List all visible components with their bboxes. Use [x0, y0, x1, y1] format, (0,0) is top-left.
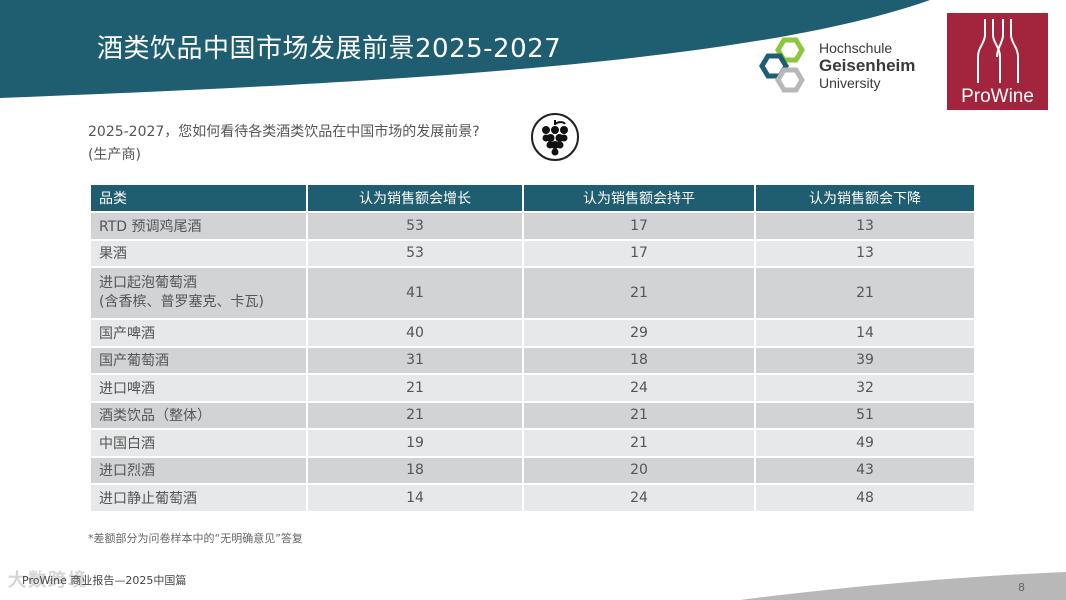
grow-cell: 19 [307, 428, 524, 457]
table-row: 国产葡萄酒 31 18 39 [91, 345, 974, 374]
grow-cell: 41 [307, 266, 524, 319]
grow-cell: 53 [307, 238, 524, 267]
survey-question: 2025-2027，您如何看待各类酒类饮品在中国市场的发展前景? (生产商) [88, 121, 480, 167]
table-row: 酒类饮品（整体） 21 21 51 [91, 400, 974, 429]
table-row: 进口静止葡萄酒 14 24 48 [91, 483, 974, 511]
table-row: 进口烈酒 18 20 43 [91, 455, 974, 484]
question-text: 2025-2027，您如何看待各类酒类饮品在中国市场的发展前景? [88, 124, 480, 140]
grow-cell: 14 [307, 483, 524, 511]
university-name-line2: Geisenheim [819, 56, 916, 75]
decline-cell: 13 [755, 211, 974, 240]
table-row: RTD 预调鸡尾酒 53 17 13 [91, 211, 974, 240]
decline-cell: 48 [755, 483, 974, 511]
flat-cell: 24 [523, 483, 756, 511]
respondent-group: (生产商) [88, 147, 141, 163]
flat-cell: 21 [523, 266, 756, 319]
page-title: 酒类饮品中国市场发展前景2025-2027 [97, 34, 562, 64]
university-name-line1: Hochschule [819, 40, 893, 56]
category-cell: 进口静止葡萄酒 [91, 483, 308, 511]
flat-cell: 18 [523, 345, 756, 374]
flat-cell: 20 [523, 455, 756, 484]
category-cell: 国产葡萄酒 [91, 345, 308, 374]
column-header-grow: 认为销售额会增长 [307, 185, 524, 212]
column-header-flat: 认为销售额会持平 [523, 185, 756, 212]
header-band [0, 0, 930, 98]
decline-cell: 13 [755, 238, 974, 267]
decline-cell: 49 [755, 428, 974, 457]
grape-bunch-icon [531, 113, 579, 161]
grow-cell: 21 [307, 400, 524, 429]
category-cell: RTD 预调鸡尾酒 [91, 211, 308, 240]
grow-cell: 18 [307, 455, 524, 484]
grow-cell: 31 [307, 345, 524, 374]
category-cell: 进口起泡葡萄酒 (含香槟、普罗塞克、卡瓦) [91, 266, 308, 319]
flat-cell: 21 [523, 428, 756, 457]
grow-cell: 40 [307, 318, 524, 347]
decline-cell: 39 [755, 345, 974, 374]
category-line2: (含香槟、普罗塞克、卡瓦) [99, 294, 264, 310]
bottom-swoosh [740, 572, 1066, 600]
outlook-table: 品类 认为销售额会增长 认为销售额会持平 认为销售额会下降 RTD 预调鸡尾酒 … [91, 185, 974, 511]
table-row: 进口起泡葡萄酒 (含香槟、普罗塞克、卡瓦) 41 21 21 [91, 266, 974, 319]
table-row: 进口啤酒 21 24 32 [91, 373, 974, 402]
flat-cell: 29 [523, 318, 756, 347]
flat-cell: 17 [523, 211, 756, 240]
decline-cell: 43 [755, 455, 974, 484]
decline-cell: 21 [755, 266, 974, 319]
page-number: 8 [1018, 581, 1025, 594]
prowine-logo-text: ProWine [961, 86, 1034, 107]
decline-cell: 14 [755, 318, 974, 347]
table-row: 国产啤酒 40 29 14 [91, 318, 974, 347]
table-row: 果酒 53 17 13 [91, 238, 974, 267]
category-cell: 进口啤酒 [91, 373, 308, 402]
category-cell: 酒类饮品（整体） [91, 400, 308, 429]
table-row: 中国白酒 19 21 49 [91, 428, 974, 457]
flat-cell: 24 [523, 373, 756, 402]
decline-cell: 51 [755, 400, 974, 429]
flat-cell: 21 [523, 400, 756, 429]
category-cell: 国产啤酒 [91, 318, 308, 347]
column-header-category: 品类 [91, 185, 308, 212]
flat-cell: 17 [523, 238, 756, 267]
category-cell: 进口烈酒 [91, 455, 308, 484]
category-cell: 果酒 [91, 238, 308, 267]
wine-bottles-icon [977, 19, 1019, 83]
university-name-line3: University [819, 75, 881, 91]
table-header-row: 品类 认为销售额会增长 认为销售额会持平 认为销售额会下降 [91, 185, 974, 212]
footnote: *差额部分为问卷样本中的“无明确意见”答复 [88, 532, 303, 545]
grow-cell: 53 [307, 211, 524, 240]
column-header-decline: 认为销售额会下降 [755, 185, 974, 212]
decline-cell: 32 [755, 373, 974, 402]
grow-cell: 21 [307, 373, 524, 402]
hexagon-logo-icon [759, 37, 805, 93]
category-cell: 中国白酒 [91, 428, 308, 457]
watermark: 大数跨境 [8, 570, 88, 591]
prowine-logo: ProWine [947, 13, 1048, 110]
university-logo: Hochschule Geisenheim University [754, 36, 934, 94]
footer-source: ProWine 商业报告—2025中国篇 [22, 574, 187, 587]
category-line1: 进口起泡葡萄酒 [99, 275, 197, 291]
